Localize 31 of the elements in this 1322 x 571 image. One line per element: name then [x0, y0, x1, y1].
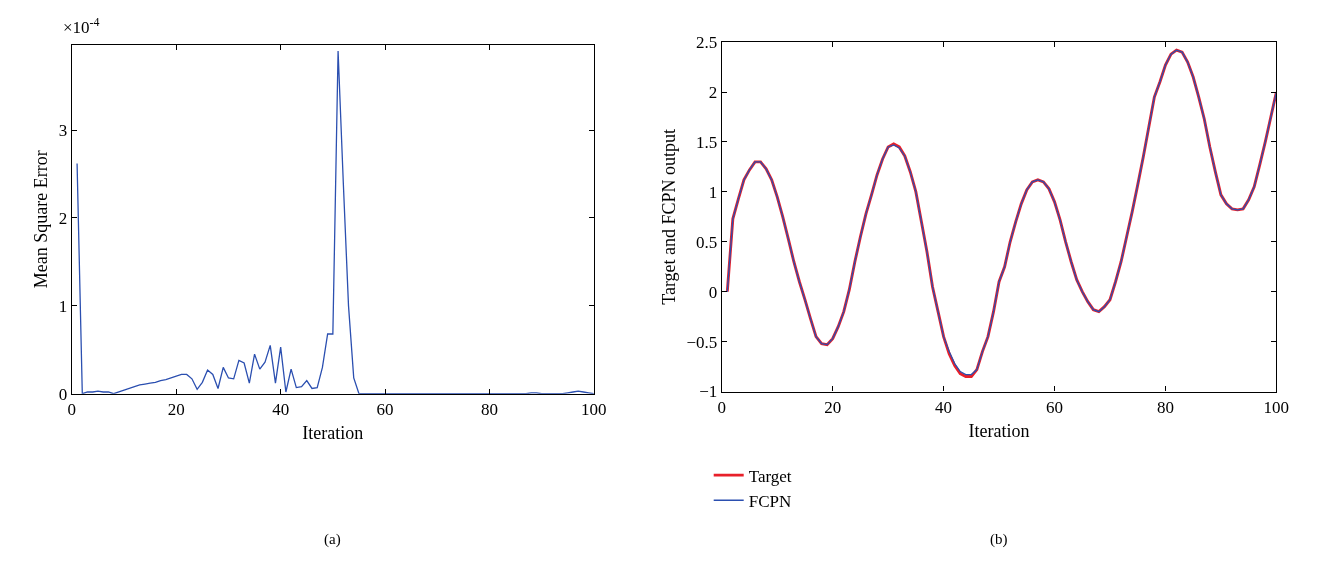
y-axis-title: Target and FCPN output	[658, 128, 679, 305]
x-tick-label: 60	[1046, 398, 1064, 418]
y-tick-label: 1	[708, 182, 718, 202]
y-tick-label: −0.5	[686, 332, 718, 352]
x-tick-label: 60	[376, 400, 394, 420]
x-axis-title: Iteration	[302, 423, 364, 444]
y-axis-title: Mean Square Error	[31, 150, 52, 289]
x-tick-label: 20	[167, 400, 185, 420]
x-tick-label: 40	[935, 398, 953, 418]
x-axis-title: Iteration	[968, 421, 1030, 442]
y-tick-label: 2	[58, 208, 68, 228]
x-tick-label: 80	[480, 400, 498, 420]
legend-label: FCPN	[748, 491, 792, 511]
y-tick-label: 0	[58, 384, 68, 404]
y-tick-label: 0	[708, 282, 718, 302]
y-tick-label: 3	[58, 121, 68, 141]
text: ×10$^{-4}$	[63, 15, 100, 38]
text: (a)	[324, 531, 341, 548]
legend-label: Target	[748, 466, 792, 486]
y-tick-label: 1.5	[696, 132, 718, 152]
x-tick-label: 100	[1263, 398, 1290, 418]
x-tick-label: 100	[581, 400, 607, 420]
y-tick-label: 1	[58, 296, 68, 316]
x-tick-label: 20	[824, 398, 842, 418]
x-tick-label: 40	[272, 400, 290, 420]
x-tick-label: 80	[1156, 398, 1174, 418]
y-tick-label: −1	[699, 382, 718, 402]
text: (b)	[990, 531, 1008, 548]
y-tick-label: 0.5	[696, 232, 718, 252]
y-tick-label: 2.5	[696, 33, 718, 53]
y-tick-label: 2	[708, 82, 718, 102]
